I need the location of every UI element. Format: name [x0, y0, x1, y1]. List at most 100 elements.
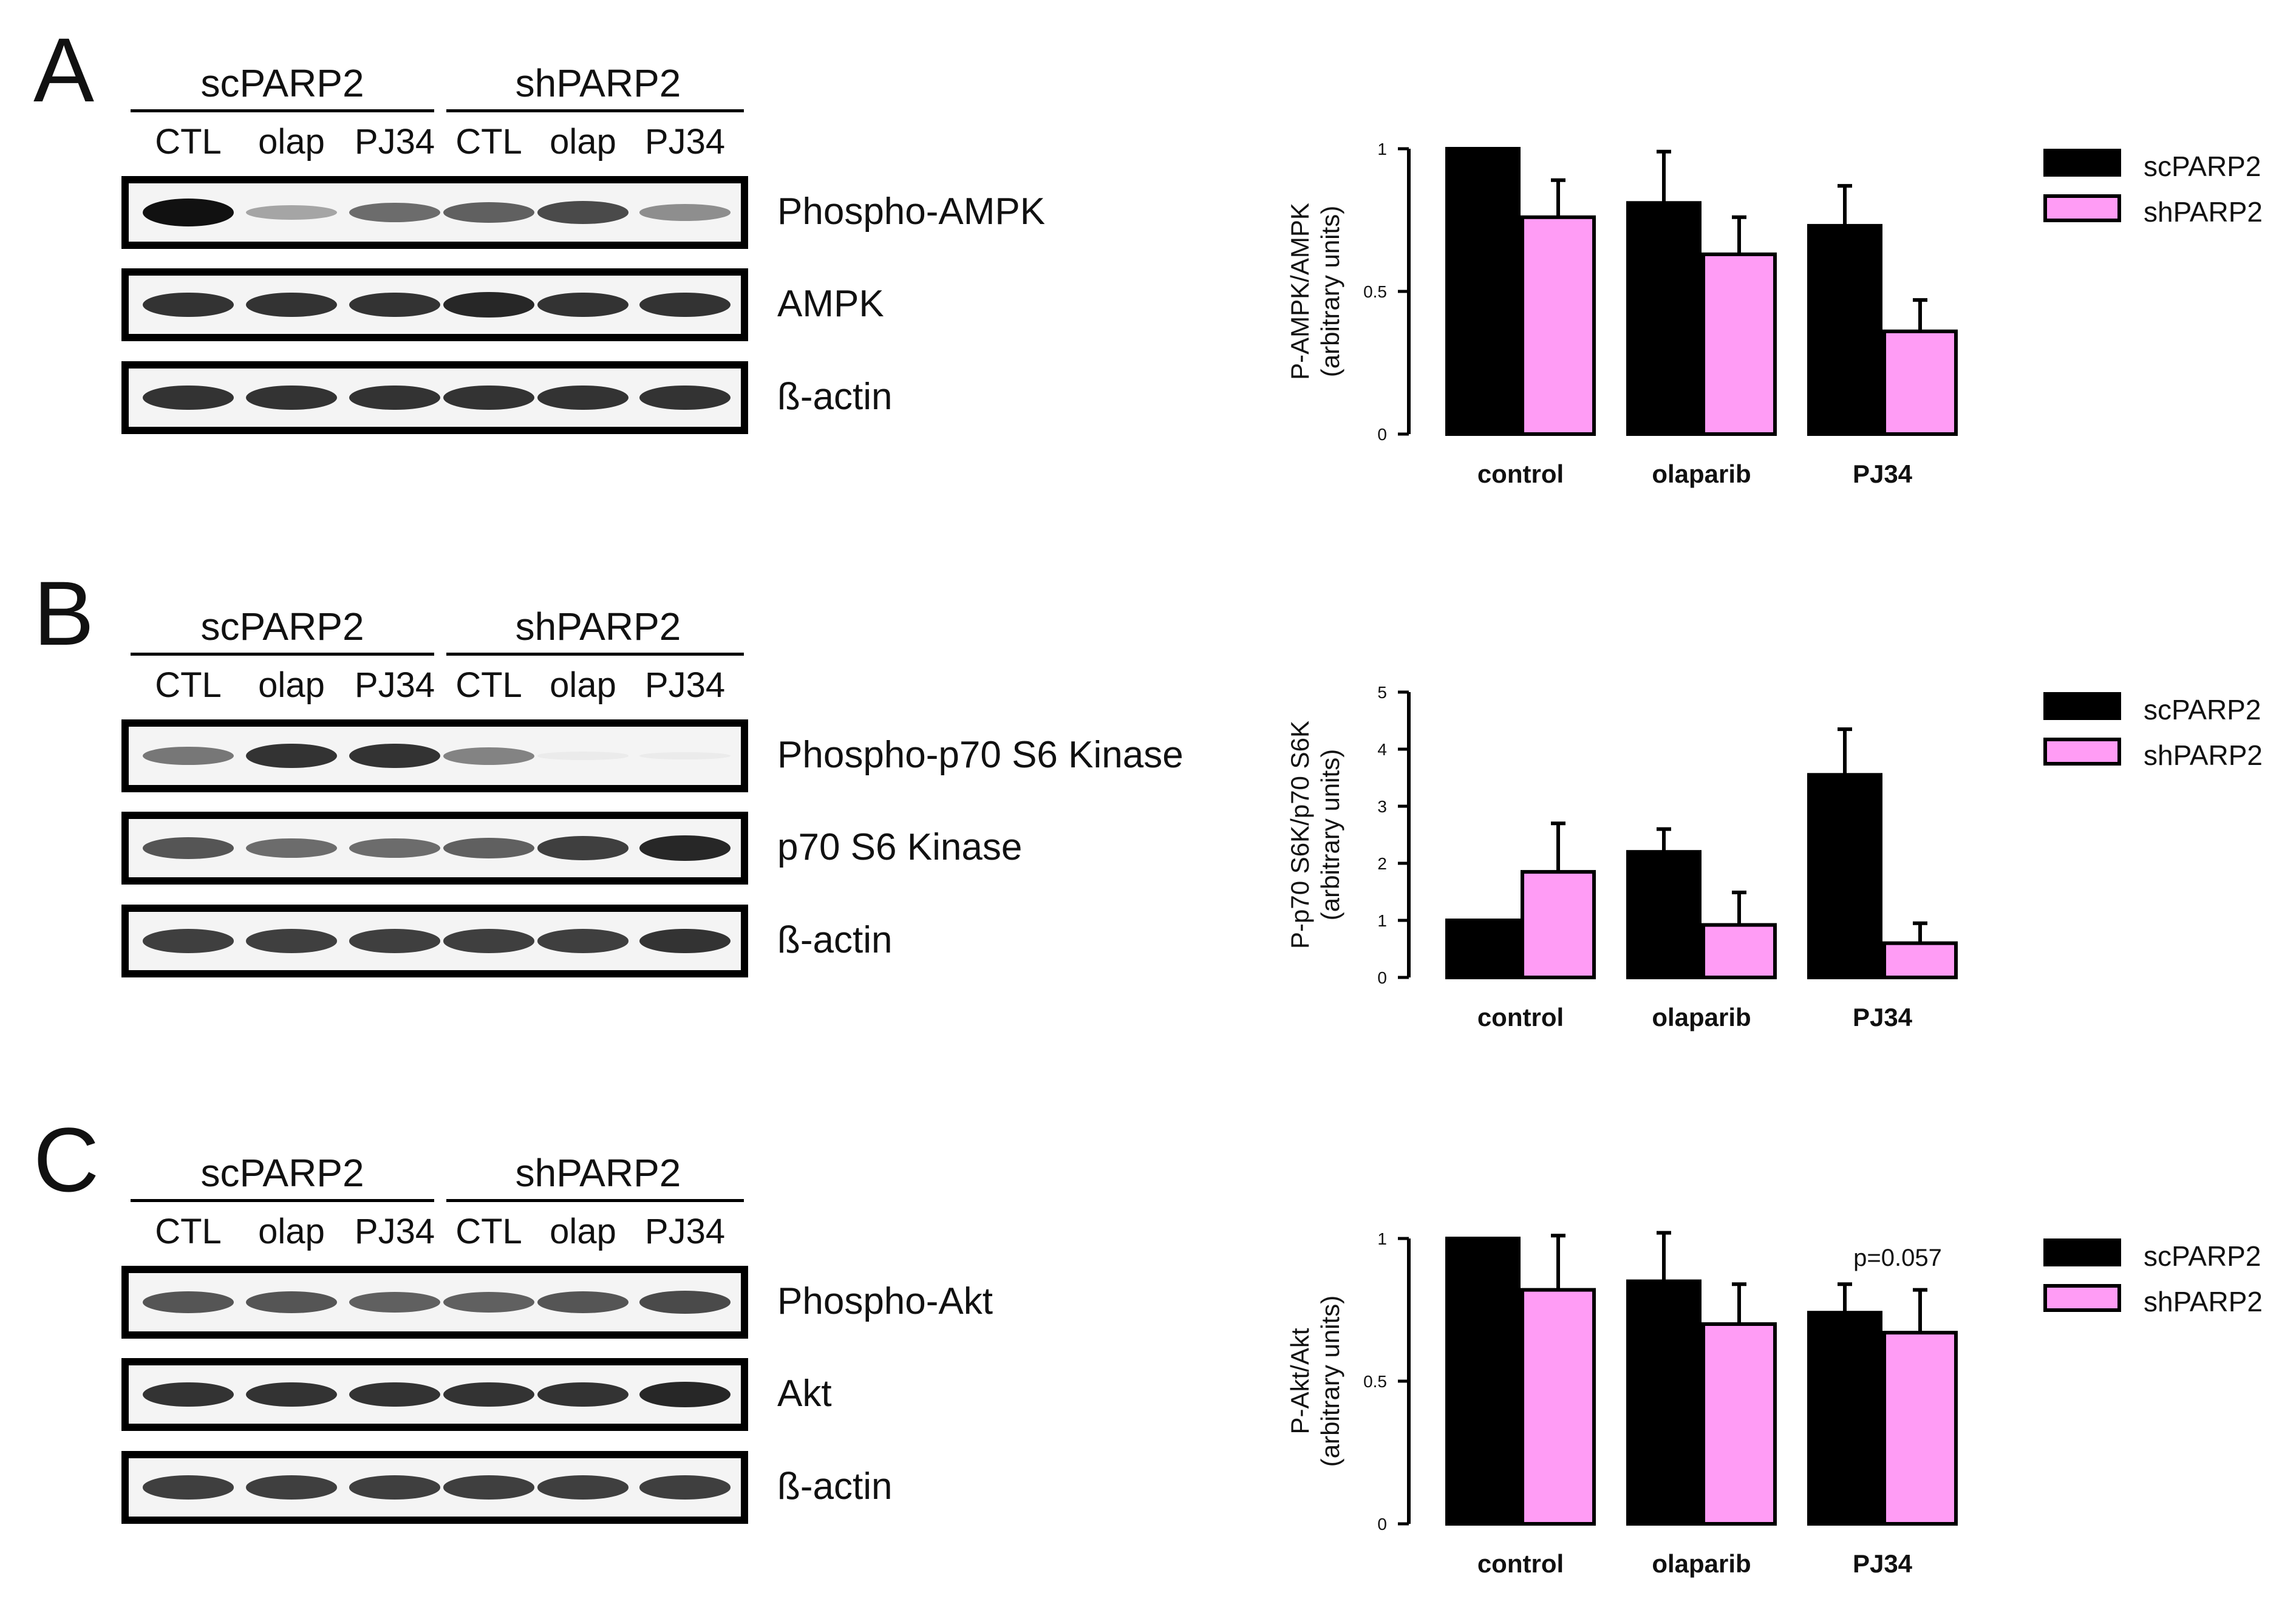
lane-label: olap [550, 1212, 616, 1251]
blot-label: ß-actin [777, 376, 893, 418]
legend-swatch [2043, 149, 2121, 177]
lane-label: olap [550, 122, 616, 161]
blot-band [537, 1382, 629, 1407]
blot-band [639, 835, 731, 861]
bar-scparp2-olaparib [1626, 201, 1702, 437]
bar-scparp2-pj34 [1807, 773, 1882, 980]
blot-label: ß-actin [777, 1466, 893, 1507]
blot-band [349, 929, 440, 953]
bar-chart-b: 0 1 2 3 4 5 P-p70 S6K/p70 S6K (arbitrary units)… [1263, 656, 1992, 1072]
blot-band [443, 837, 534, 859]
blot-band [537, 385, 629, 410]
lane-label: PJ34 [644, 1212, 726, 1251]
bar-scparp2-control [1445, 1237, 1521, 1526]
group-rule-sh [446, 1199, 744, 1202]
blot-band [143, 746, 234, 766]
blot-band [537, 201, 629, 224]
legend-swatch [2043, 1238, 2121, 1266]
blot-band [246, 385, 337, 410]
blot-band [143, 199, 234, 226]
blot-band [537, 836, 629, 860]
group-label-sc: scPARP2 [200, 61, 364, 105]
group-rule-sh [446, 653, 744, 656]
y-tick-label: 2 [1377, 854, 1387, 873]
lane-label: CTL [155, 122, 222, 161]
western-blot-strip [121, 268, 748, 341]
legend-swatch [2043, 738, 2121, 766]
blot-band [246, 743, 337, 769]
blot-band [639, 1381, 731, 1408]
blot-band [349, 1291, 440, 1313]
y-axis-label-units: (arbitrary units) [1316, 1296, 1344, 1467]
western-blot-strip [121, 1266, 748, 1339]
western-blot-strip [121, 905, 748, 977]
blot-band [537, 1291, 629, 1313]
blot-label: Phospho-Akt [777, 1280, 993, 1322]
panel-letter: A [33, 19, 95, 121]
blot-band [143, 385, 234, 410]
y-tick-label: 1 [1377, 911, 1387, 930]
y-tick-label: 0.5 [1363, 1372, 1387, 1391]
blot-band [443, 291, 534, 318]
y-axis-label: P-Akt/Akt [1286, 1328, 1314, 1434]
blot-band [349, 743, 440, 769]
western-blot-strip [121, 176, 748, 249]
legend-label: scPARP2 [2144, 151, 2261, 182]
group-label-sh: shPARP2 [515, 605, 681, 648]
panel-letter: B [33, 562, 95, 664]
y-tick-label: 5 [1377, 683, 1387, 702]
bar-shparp2-pj34 [1882, 941, 1958, 980]
y-tick-label: 3 [1377, 797, 1387, 816]
blot-band [246, 1291, 337, 1313]
bar-shparp2-olaparib [1702, 252, 1777, 436]
bar-shparp2-olaparib [1702, 923, 1777, 979]
y-axis-label: P-AMPK/AMPK [1286, 203, 1314, 380]
chart-svg: 0 0.5 1 P-AMPK/AMPK (arbitrary units) control… [1286, 140, 1958, 488]
group-label-sh: shPARP2 [515, 61, 681, 105]
blot-band [537, 292, 629, 318]
bar-scparp2-pj34 [1807, 1311, 1882, 1526]
blot-band [349, 385, 440, 410]
blot-band [349, 1382, 440, 1407]
lane-label: PJ34 [644, 122, 726, 161]
bar-shparp2-olaparib [1702, 1322, 1777, 1526]
group-label-sh: shPARP2 [515, 1151, 681, 1195]
western-blot-strip [121, 812, 748, 885]
bar-shparp2-pj34 [1882, 329, 1958, 436]
blot-band [443, 1382, 534, 1407]
blot-label: Akt [777, 1373, 832, 1415]
bar-shparp2-control [1521, 1288, 1596, 1526]
x-tick-label: PJ34 [1853, 1003, 1913, 1031]
bar-shparp2-pj34 [1882, 1331, 1958, 1526]
blot-band [143, 1475, 234, 1500]
bar-shparp2-control [1521, 215, 1596, 437]
lane-label: CTL [455, 665, 522, 705]
blot-band [639, 292, 731, 318]
blot-label: AMPK [777, 283, 884, 325]
panel-c: C scPARP2 shPARP2 CTL olap PJ34 CTL olap PJ34… [0, 1090, 2296, 1624]
legend-label: shPARP2 [2144, 196, 2263, 228]
chart-svg: 0 1 2 3 4 5 P-p70 S6K/p70 S6K (arbitrary units)… [1286, 683, 1958, 1031]
panel-a: A scPARP2 shPARP2 CTL olap PJ34 CTL olap PJ34… [0, 0, 2296, 534]
legend-label: scPARP2 [2144, 694, 2261, 725]
western-blot-strip [121, 719, 748, 792]
group-label-sc: scPARP2 [200, 605, 364, 648]
x-tick-label: olaparib [1652, 1003, 1751, 1031]
blot-band [143, 1291, 234, 1313]
lane-label: CTL [455, 1212, 522, 1251]
panel-letter: C [33, 1109, 100, 1211]
lane-label: CTL [155, 665, 222, 705]
group-rule-sc [131, 109, 434, 112]
blot-band [639, 1475, 731, 1500]
y-tick-label: 0.5 [1363, 282, 1387, 301]
lane-label: olap [258, 122, 325, 161]
bar-scparp2-pj34 [1807, 223, 1882, 436]
western-blot-strip [121, 1358, 748, 1431]
y-tick-label: 1 [1377, 1229, 1387, 1248]
blot-band [246, 929, 337, 953]
blot-band [537, 752, 629, 760]
legend-label: shPARP2 [2144, 739, 2263, 771]
blot-band [443, 929, 534, 953]
y-tick-label: 1 [1377, 140, 1387, 158]
legend-label: scPARP2 [2144, 1240, 2261, 1272]
